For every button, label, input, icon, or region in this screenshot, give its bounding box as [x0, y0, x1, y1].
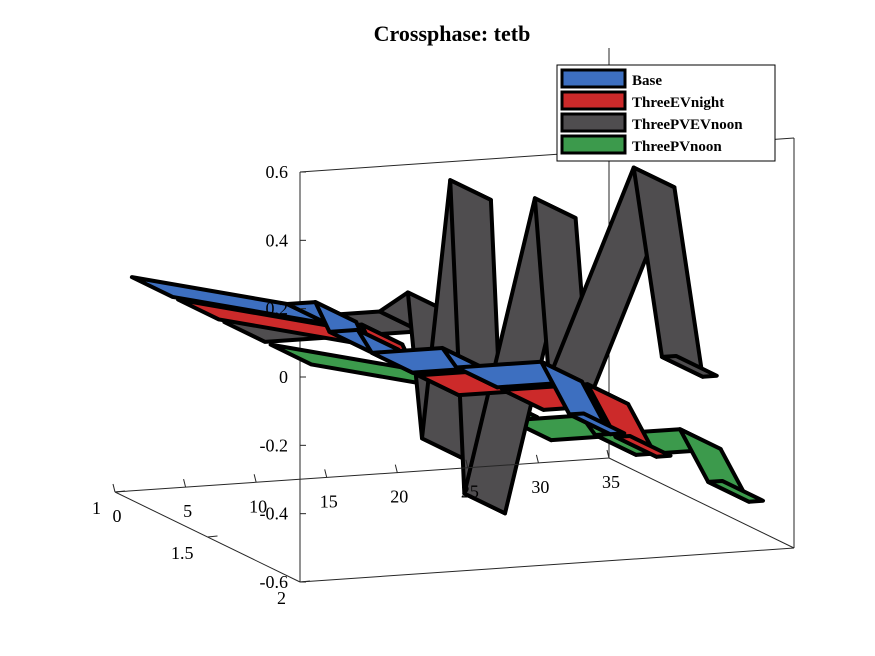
legend-swatch: [560, 90, 627, 111]
z-tick-label: 0.2: [266, 299, 289, 319]
y-tick: [299, 580, 311, 583]
y-tick-label: 1.5: [171, 543, 194, 563]
legend-swatch: [560, 68, 627, 89]
x-tick-label: 5: [183, 501, 192, 521]
z-tick-label: -0.6: [260, 572, 289, 592]
axis-edge: [114, 457, 610, 493]
legend: Base ThreeEVnight ThreePVEVnoon ThreePVnoon: [556, 64, 776, 162]
x-tick-label: 15: [320, 491, 338, 511]
legend-entry: ThreePVnoon: [632, 139, 722, 155]
ribbon-surfaces: [129, 165, 765, 516]
legend-entry: ThreeEVnight: [632, 95, 724, 111]
x-tick: [394, 464, 398, 473]
ribbon-segment: [706, 478, 765, 504]
x-tick: [324, 469, 328, 478]
x-tick-label: 30: [531, 477, 549, 497]
legend-entry: ThreePVEVnoon: [632, 117, 743, 133]
x-tick: [253, 474, 257, 483]
legend-swatch: [560, 112, 627, 133]
axis-ticks: 0.6 0.4 0.2 0 -0.2 -0.4 -0.6 0 5 10 15 20 25 30 35 1 1.5…: [92, 162, 620, 608]
legend-entry: Base: [632, 73, 662, 89]
ribbon-segment: [613, 433, 673, 459]
x-tick: [606, 449, 610, 459]
x-tick-label: 35: [602, 472, 620, 492]
z-tick-label: 0: [279, 367, 288, 387]
z-tick-label: -0.2: [260, 435, 289, 455]
z-tick-label: 0.6: [266, 162, 289, 182]
ribbon-segment: [631, 165, 705, 379]
chart-title: Crossphase: tetb: [374, 21, 531, 46]
x-tick: [183, 479, 187, 488]
x-tick-label: 10: [249, 496, 267, 516]
x-tick-label: 20: [390, 487, 408, 507]
x-tick: [112, 483, 116, 493]
y-tick-label: 2: [277, 588, 286, 608]
x-tick-label: 25: [461, 482, 479, 502]
axis-edge: [299, 547, 795, 583]
axis-edge: [608, 457, 795, 549]
x-tick: [465, 459, 469, 468]
x-tick-label: 0: [113, 506, 122, 526]
z-tick-label: 0.4: [266, 230, 289, 250]
ribbon-segment: [659, 353, 719, 379]
ribbon-segment: [567, 411, 627, 437]
legend-swatch: [560, 134, 627, 155]
y-tick: [114, 490, 126, 493]
x-tick: [535, 454, 539, 463]
y-tick-label: 1: [92, 498, 101, 518]
z-tick-label: -0.4: [260, 504, 289, 524]
y-tick: [207, 535, 218, 538]
